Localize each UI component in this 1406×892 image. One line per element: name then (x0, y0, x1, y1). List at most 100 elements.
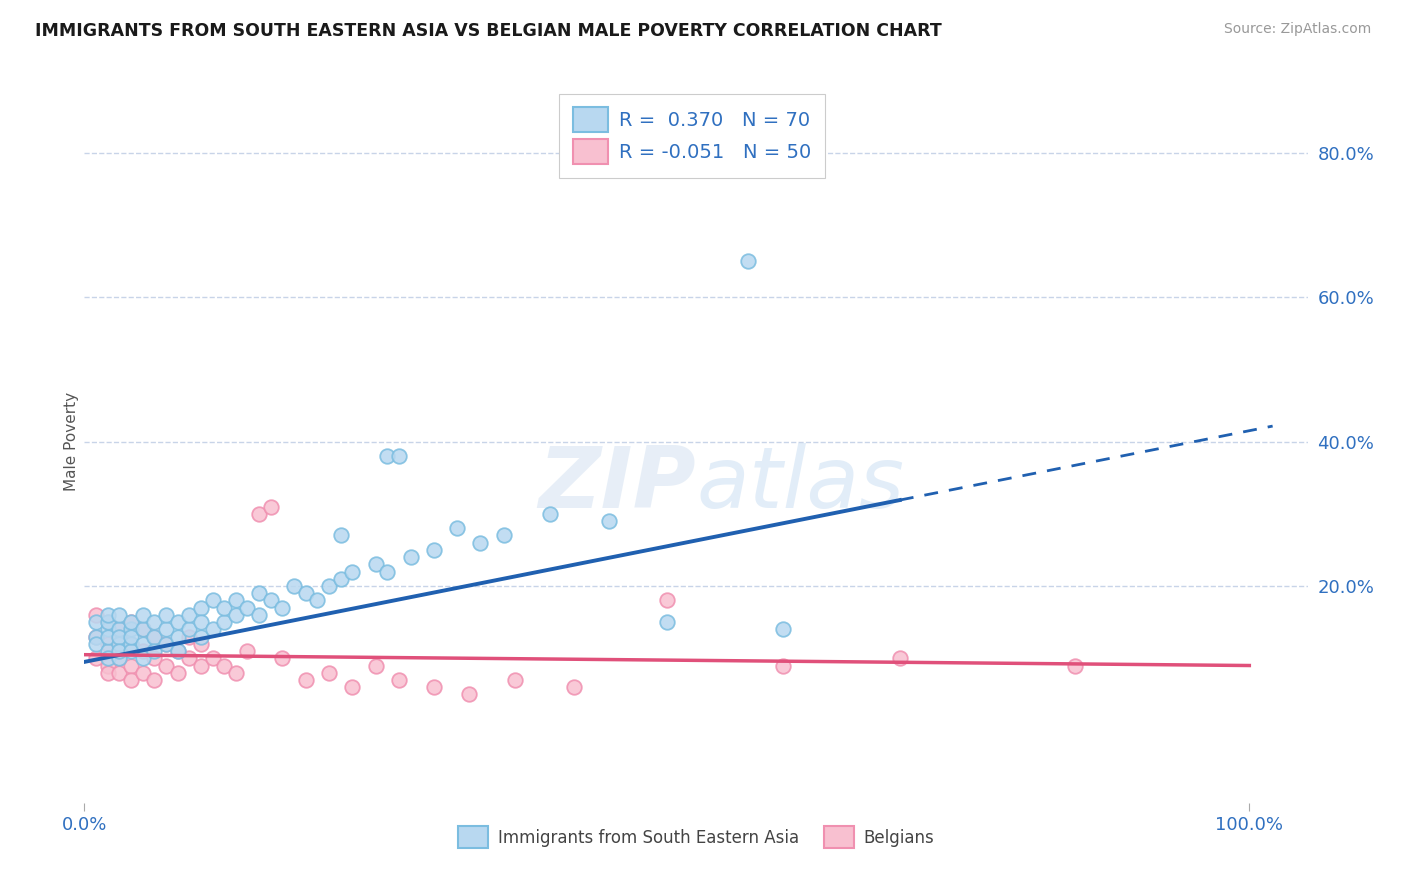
Point (737, 253, 759, 268)
Point (97, 623, 120, 637)
Point (84, 651, 107, 665)
Point (143, 644, 166, 658)
Point (131, 607, 153, 622)
Point (120, 673, 142, 687)
Point (120, 644, 142, 658)
Point (120, 637, 142, 651)
Point (120, 630, 142, 644)
Point (131, 651, 153, 665)
Point (108, 644, 131, 658)
Point (271, 651, 294, 665)
Point (375, 449, 398, 463)
Point (84, 615, 107, 630)
Point (655, 615, 678, 630)
Point (225, 665, 247, 680)
Point (131, 623, 153, 637)
Point (1063, 658, 1085, 673)
Point (225, 593, 247, 607)
Point (294, 673, 316, 687)
Point (84, 607, 107, 622)
Point (108, 651, 131, 665)
Point (131, 665, 153, 680)
Point (108, 637, 131, 651)
Point (399, 550, 422, 565)
Point (260, 500, 283, 514)
Point (562, 680, 585, 694)
Point (131, 637, 153, 651)
Point (179, 607, 201, 622)
Point (97, 607, 120, 622)
Point (201, 593, 224, 607)
Point (364, 558, 387, 572)
Point (190, 600, 212, 615)
Point (342, 565, 364, 579)
Point (155, 637, 177, 651)
Point (108, 607, 131, 622)
Point (120, 658, 142, 673)
Point (155, 623, 177, 637)
Point (108, 630, 131, 644)
Text: atlas: atlas (696, 443, 904, 526)
Point (108, 665, 131, 680)
Point (236, 644, 259, 658)
Point (772, 623, 794, 637)
Point (260, 593, 283, 607)
Point (364, 658, 387, 673)
Point (120, 615, 142, 630)
Point (190, 615, 212, 630)
Point (108, 623, 131, 637)
Point (505, 673, 527, 687)
Point (889, 651, 911, 665)
Point (97, 665, 120, 680)
Text: Source: ZipAtlas.com: Source: ZipAtlas.com (1223, 22, 1371, 37)
Point (166, 644, 188, 658)
Point (155, 607, 177, 622)
Point (108, 644, 131, 658)
Point (97, 658, 120, 673)
Point (84, 630, 107, 644)
Point (120, 615, 142, 630)
Point (271, 600, 294, 615)
Point (212, 600, 235, 615)
Point (307, 593, 329, 607)
Point (375, 565, 398, 579)
Point (190, 637, 212, 651)
Point (318, 665, 340, 680)
Point (120, 637, 142, 651)
Point (247, 607, 270, 622)
Point (247, 507, 270, 521)
Point (179, 623, 201, 637)
Point (492, 528, 515, 542)
Point (131, 623, 153, 637)
Point (97, 630, 120, 644)
Point (166, 665, 188, 680)
Point (108, 630, 131, 644)
Point (155, 658, 177, 673)
Point (236, 600, 259, 615)
Point (84, 637, 107, 651)
Point (212, 658, 235, 673)
Point (201, 651, 224, 665)
Point (423, 542, 446, 557)
Point (388, 449, 411, 463)
Point (212, 615, 235, 630)
Point (97, 615, 120, 630)
Point (388, 673, 411, 687)
Point (97, 637, 120, 651)
Point (598, 514, 620, 528)
Point (329, 572, 352, 586)
Point (143, 630, 166, 644)
Point (143, 630, 166, 644)
Point (97, 615, 120, 630)
Point (143, 651, 166, 665)
Point (201, 623, 224, 637)
Point (108, 623, 131, 637)
Point (470, 535, 492, 549)
Point (655, 593, 678, 607)
Point (294, 586, 316, 600)
Point (225, 607, 247, 622)
Point (179, 651, 201, 665)
Point (538, 507, 561, 521)
Point (342, 680, 364, 694)
Point (84, 630, 107, 644)
